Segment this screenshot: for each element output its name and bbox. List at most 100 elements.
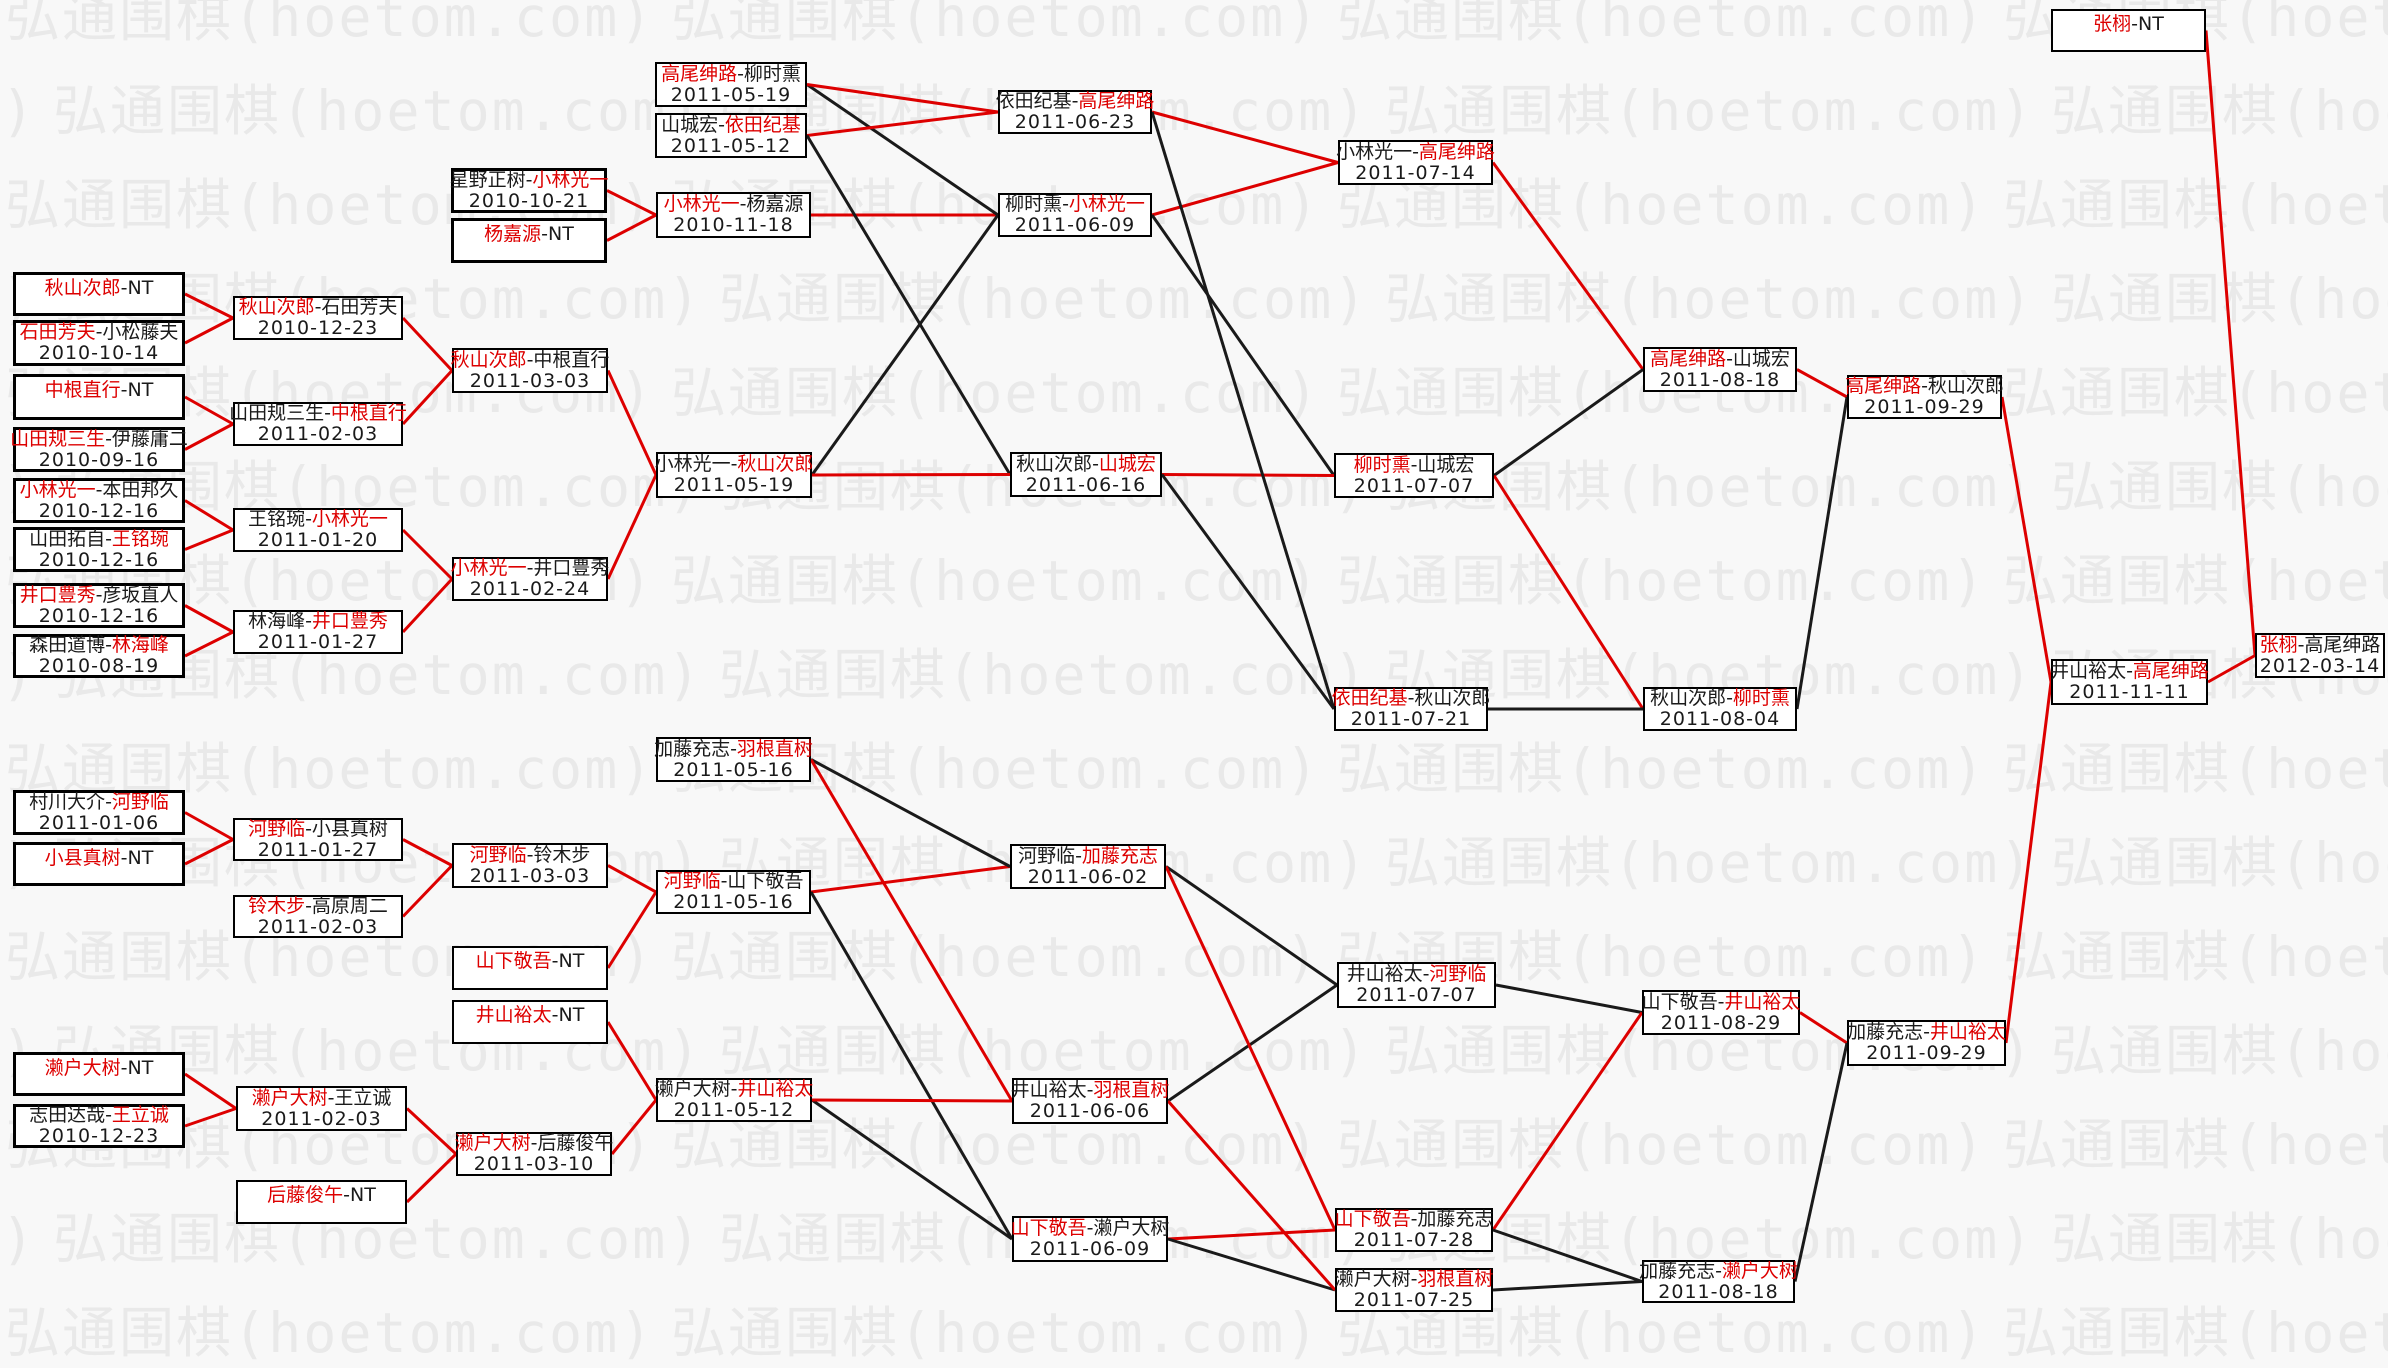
player-name: 濑户大树- bbox=[654, 1078, 738, 1100]
player-name: 加藤充志- bbox=[1639, 1259, 1722, 1282]
match-date: 2011-07-07 bbox=[1353, 474, 1475, 497]
match-players: 河野临-加藤充志 bbox=[1018, 845, 1158, 867]
match-box[interactable]: 秋山次郎-柳时熏 2011-08-04 bbox=[1643, 687, 1797, 731]
winner-path-line bbox=[1151, 110, 1339, 164]
match-players: 濑户大树-NT bbox=[45, 1058, 154, 1079]
match-box[interactable]: 小林光一-秋山次郎 2011-05-19 bbox=[655, 452, 813, 498]
winner-name: 林海峰 bbox=[111, 634, 169, 656]
match-box[interactable]: 濑户大树-井山裕太 2011-05-12 bbox=[654, 1078, 813, 1122]
match-box[interactable]: 村川大介-河野临 2011-01-06 bbox=[13, 790, 185, 835]
winner-name: 张栩 bbox=[2259, 633, 2298, 656]
loser-path-line bbox=[1795, 396, 1849, 710]
winner-path-line bbox=[610, 1099, 658, 1155]
match-box[interactable]: 小林光一-井口豊秀 2011-02-24 bbox=[451, 557, 609, 601]
match-date: 2011-06-02 bbox=[1027, 865, 1149, 888]
player-name: -小松藤夫 bbox=[95, 321, 179, 343]
seed-box[interactable]: 小县真树-NT bbox=[13, 842, 185, 886]
match-box[interactable]: 柳时熏-山城宏 2011-07-07 bbox=[1334, 453, 1494, 498]
match-box[interactable]: 铃木步-高原周二 2011-02-03 bbox=[233, 895, 403, 938]
match-date: 2011-05-12 bbox=[670, 134, 792, 157]
match-date: 2011-06-16 bbox=[1025, 473, 1147, 496]
match-players: 井口豊秀-彦坂直人 bbox=[20, 584, 179, 606]
match-players: 濑户大树-羽根直树 bbox=[1335, 1269, 1494, 1290]
winner-name: 河野临 bbox=[1429, 963, 1487, 985]
match-date: 2010-12-23 bbox=[257, 317, 379, 339]
match-date: 2010-12-16 bbox=[38, 604, 160, 627]
match-date: 2011-08-18 bbox=[1658, 1280, 1779, 1303]
match-box[interactable]: 濑户大树-王立诚 2011-02-03 bbox=[236, 1086, 407, 1131]
match-box[interactable]: 加藤充志-濑户大树 2011-08-18 bbox=[1639, 1259, 1798, 1303]
seed-box[interactable]: 杨嘉源-NT bbox=[451, 218, 607, 263]
match-box[interactable]: 秋山次郎-中根直行 2011-03-03 bbox=[451, 348, 609, 393]
loser-path-line bbox=[1167, 983, 1338, 1103]
player-name: 井山裕太- bbox=[1346, 963, 1430, 985]
match-box[interactable]: 河野临-加藤充志 2011-06-02 bbox=[1010, 844, 1166, 889]
match-box[interactable]: 秋山次郎-山城宏 2011-06-16 bbox=[1010, 452, 1162, 497]
match-box[interactable]: 小林光一-杨嘉源 2010-11-18 bbox=[656, 192, 811, 238]
match-box[interactable]: 高尾绅路-柳时熏 2011-05-19 bbox=[655, 62, 807, 107]
match-box[interactable]: 井山裕太-河野临 2011-07-07 bbox=[1337, 962, 1496, 1008]
seed-box[interactable]: 中根直行-NT bbox=[13, 374, 185, 420]
seed-box[interactable]: 后藤俊午-NT bbox=[236, 1180, 407, 1224]
match-box[interactable]: 高尾绅路-山城宏 2011-08-18 bbox=[1643, 347, 1797, 392]
match-box[interactable]: 河野临-小县真树 2011-01-27 bbox=[233, 818, 403, 861]
match-players: 山下敬吾-NT bbox=[476, 951, 585, 972]
match-box[interactable]: 井口豊秀-彦坂直人 2010-12-16 bbox=[13, 583, 185, 628]
winner-name: 濑户大树 bbox=[454, 1132, 531, 1154]
match-box[interactable]: 高尾绅路-秋山次郎 2011-09-29 bbox=[1845, 375, 2004, 419]
match-players: 依田纪基-秋山次郎 bbox=[1332, 688, 1491, 709]
match-box[interactable]: 小林光一-本田邦久 2010-12-16 bbox=[13, 478, 185, 523]
match-box[interactable]: 井山裕太-高尾绅路 2011-11-11 bbox=[2050, 659, 2209, 705]
winner-path-line bbox=[184, 811, 234, 841]
seed-box[interactable]: 井山裕太-NT bbox=[452, 1000, 608, 1044]
match-box[interactable]: 志田达哉-王立诚 2010-12-23 bbox=[13, 1104, 185, 1148]
match-box[interactable]: 林海峰-井口豊秀 2011-01-27 bbox=[233, 610, 403, 654]
winner-path-line bbox=[810, 865, 1011, 894]
winner-name: 小林光一 bbox=[532, 168, 609, 191]
match-box[interactable]: 山城宏-依田纪基 2011-05-12 bbox=[655, 113, 807, 158]
player-name: -王立诚 bbox=[327, 1086, 392, 1109]
match-box[interactable]: 濑户大树-后藤俊午 2011-03-10 bbox=[454, 1132, 613, 1176]
match-box[interactable]: 石田芳夫-小松藤夫 2010-10-14 bbox=[13, 320, 185, 366]
match-box[interactable]: 张栩-高尾绅路 2012-03-14 bbox=[2255, 633, 2385, 678]
seed-box[interactable]: 张栩-NT bbox=[2051, 9, 2206, 52]
loser-path-line bbox=[806, 83, 999, 217]
match-box[interactable]: 山田规三生-伊藤庸二 2010-09-16 bbox=[10, 427, 188, 472]
match-box[interactable]: 小林光一-高尾绅路 2011-07-14 bbox=[1336, 140, 1495, 185]
winner-name: 濑户大树 bbox=[44, 1057, 121, 1079]
match-box[interactable]: 山田拓自-王铭琬 2010-12-16 bbox=[13, 527, 185, 572]
match-box[interactable]: 王铭琬-小林光一 2011-01-20 bbox=[233, 508, 403, 552]
match-box[interactable]: 依田纪基-高尾绅路 2011-06-23 bbox=[996, 90, 1154, 134]
match-box[interactable]: 山田规三生-中根直行 2011-02-03 bbox=[229, 402, 407, 446]
seed-box[interactable]: 濑户大树-NT bbox=[13, 1052, 185, 1096]
player-name: -本田邦久 bbox=[95, 478, 179, 501]
winner-name: 柳时熏 bbox=[1353, 453, 1411, 476]
match-box[interactable]: 山下敬吾-井山裕太 2011-08-29 bbox=[1642, 990, 1800, 1035]
match-box[interactable]: 濑户大树-羽根直树 2011-07-25 bbox=[1335, 1268, 1493, 1312]
match-box[interactable]: 河野临-山下敬吾 2011-05-16 bbox=[656, 870, 811, 914]
match-players: 高尾绅路-柳时熏 bbox=[661, 63, 801, 85]
match-box[interactable]: 加藤充志-羽根直树 2011-05-16 bbox=[654, 737, 813, 782]
match-box[interactable]: 加藤充志-井山裕太 2011-09-29 bbox=[1847, 1020, 2006, 1066]
player-name: -NT bbox=[120, 1057, 154, 1079]
seed-box[interactable]: 山下敬吾-NT bbox=[452, 946, 608, 990]
match-box[interactable]: 河野临-铃木步 2011-03-03 bbox=[452, 843, 608, 888]
match-box[interactable]: 柳时熏-小林光一 2011-06-09 bbox=[998, 193, 1152, 237]
match-box[interactable]: 秋山次郎-石田芳夫 2010-12-23 bbox=[233, 296, 403, 340]
match-box[interactable]: 星野正树-小林光一 2010-10-21 bbox=[450, 168, 609, 213]
match-box[interactable]: 森田道博-林海峰 2010-08-19 bbox=[13, 634, 185, 678]
player-name: 王铭琬- bbox=[248, 508, 312, 530]
match-box[interactable]: 依田纪基-秋山次郎 2011-07-21 bbox=[1332, 687, 1491, 731]
winner-path-line bbox=[606, 474, 658, 580]
match-date: 2011-06-09 bbox=[1014, 214, 1136, 236]
match-box[interactable]: 山下敬吾-加藤充志 2011-07-28 bbox=[1335, 1208, 1493, 1252]
match-date: 2011-09-29 bbox=[1866, 1042, 1987, 1064]
loser-path-line bbox=[1495, 983, 1643, 1014]
match-players: 濑户大树-王立诚 bbox=[252, 1086, 392, 1109]
seed-box[interactable]: 秋山次郎-NT bbox=[13, 272, 185, 316]
winner-name: 小林光一 bbox=[311, 508, 388, 530]
winner-path-line bbox=[606, 213, 657, 242]
winner-name: 秋山次郎 bbox=[44, 277, 121, 299]
match-box[interactable]: 山下敬吾-濑户大树 2011-06-09 bbox=[1011, 1216, 1169, 1262]
match-box[interactable]: 井山裕太-羽根直树 2011-06-06 bbox=[1011, 1078, 1169, 1124]
